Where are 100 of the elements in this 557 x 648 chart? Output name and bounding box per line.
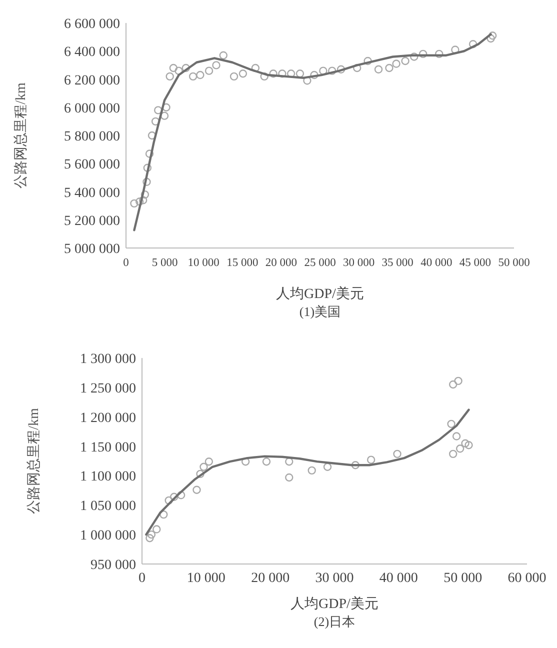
point bbox=[448, 450, 458, 458]
point bbox=[278, 70, 286, 78]
x-tick-label: 0 bbox=[123, 257, 130, 269]
x-tick-label: 0 bbox=[138, 571, 146, 586]
point bbox=[174, 66, 183, 75]
point bbox=[447, 420, 456, 428]
point bbox=[448, 380, 458, 389]
y-tick-label: 5 600 000 bbox=[64, 158, 120, 173]
point bbox=[401, 56, 410, 66]
point bbox=[164, 496, 173, 505]
y-tick-label: 6 000 000 bbox=[64, 101, 120, 116]
point bbox=[230, 72, 238, 81]
point bbox=[130, 199, 138, 208]
y-tick-label: 5 400 000 bbox=[64, 186, 120, 201]
point bbox=[160, 510, 168, 519]
point bbox=[352, 64, 362, 72]
point bbox=[143, 164, 152, 172]
x-tick-label: 15 000 bbox=[226, 257, 258, 269]
x-tick-label: 40 000 bbox=[420, 257, 452, 269]
point bbox=[188, 72, 198, 81]
point bbox=[454, 376, 462, 386]
point bbox=[364, 56, 372, 66]
y-tick-label: 6 400 000 bbox=[64, 45, 120, 60]
x-tick-label: 50 000 bbox=[444, 571, 482, 586]
point bbox=[262, 457, 271, 466]
point bbox=[241, 457, 250, 466]
point bbox=[140, 190, 150, 199]
point bbox=[285, 473, 294, 482]
x-tick-label: 20 000 bbox=[251, 571, 290, 586]
x-tick-label: 50 000 bbox=[498, 257, 530, 269]
y-tick-label: 1 200 000 bbox=[80, 410, 136, 426]
point bbox=[204, 66, 214, 75]
point bbox=[146, 534, 154, 542]
point bbox=[182, 64, 190, 72]
point bbox=[154, 106, 162, 114]
point bbox=[366, 456, 376, 464]
point bbox=[200, 462, 208, 471]
point bbox=[303, 76, 312, 85]
point bbox=[147, 530, 156, 539]
y-tick-label: 1 300 000 bbox=[80, 352, 136, 367]
y-tick-label: 950 000 bbox=[90, 558, 136, 573]
point bbox=[392, 60, 400, 68]
point bbox=[452, 432, 461, 440]
point bbox=[296, 70, 304, 78]
point bbox=[393, 450, 402, 458]
x-tick-label: 30 000 bbox=[315, 571, 354, 586]
y-tick-label: 1 000 000 bbox=[80, 528, 136, 544]
point bbox=[468, 40, 478, 48]
x-tick-label: 45 000 bbox=[459, 257, 492, 269]
x-tick-label: 30 000 bbox=[342, 257, 375, 269]
point bbox=[145, 150, 154, 158]
point bbox=[176, 491, 186, 500]
y-tick-label: 6 200 000 bbox=[64, 73, 120, 88]
point bbox=[196, 470, 204, 478]
point bbox=[385, 64, 394, 72]
point bbox=[151, 117, 160, 126]
point bbox=[374, 65, 383, 74]
y-axis-title: 公路网总里程/km bbox=[13, 82, 29, 188]
point bbox=[138, 196, 148, 204]
y-axis-title: 公路网总里程/km bbox=[26, 408, 42, 514]
y-tick-label: 5 000 000 bbox=[64, 242, 120, 257]
point bbox=[162, 103, 170, 112]
point bbox=[260, 72, 268, 81]
point bbox=[488, 32, 497, 40]
point bbox=[169, 64, 178, 72]
x-axis-title: 人均GDP/美元 bbox=[290, 596, 378, 612]
x-tick-label: 20 000 bbox=[265, 257, 298, 269]
point bbox=[135, 197, 144, 206]
x-tick-label: 60 000 bbox=[508, 571, 546, 586]
y-tick-label: 1 050 000 bbox=[80, 499, 136, 514]
point bbox=[196, 70, 204, 80]
x-tick-label: 5 000 bbox=[152, 257, 178, 269]
point bbox=[310, 70, 318, 80]
y-tick-label: 1 150 000 bbox=[80, 440, 136, 456]
point bbox=[308, 466, 316, 475]
point bbox=[192, 486, 201, 494]
point bbox=[418, 50, 428, 58]
x-tick-label: 10 000 bbox=[186, 571, 226, 586]
text: (1)美国 bbox=[299, 304, 341, 319]
x-tick-label: 10 000 bbox=[188, 257, 220, 269]
point bbox=[160, 112, 169, 120]
x-axis-title: 人均GDP/美元 bbox=[276, 286, 364, 302]
text: (2)日本 bbox=[314, 614, 356, 629]
point bbox=[219, 51, 228, 60]
point bbox=[328, 66, 336, 75]
point bbox=[451, 46, 460, 54]
point bbox=[212, 61, 220, 70]
point bbox=[410, 52, 418, 61]
point bbox=[323, 462, 332, 471]
y-tick-label: 5 800 000 bbox=[64, 130, 120, 144]
point bbox=[351, 461, 360, 470]
point bbox=[319, 66, 328, 75]
x-tick-label: 35 000 bbox=[382, 257, 414, 269]
point bbox=[269, 70, 278, 78]
point bbox=[435, 50, 444, 58]
point bbox=[152, 525, 161, 534]
point bbox=[142, 178, 151, 186]
point bbox=[238, 70, 248, 78]
y-tick-label: 1 100 000 bbox=[80, 470, 136, 485]
x-tick-label: 25 000 bbox=[304, 257, 336, 269]
